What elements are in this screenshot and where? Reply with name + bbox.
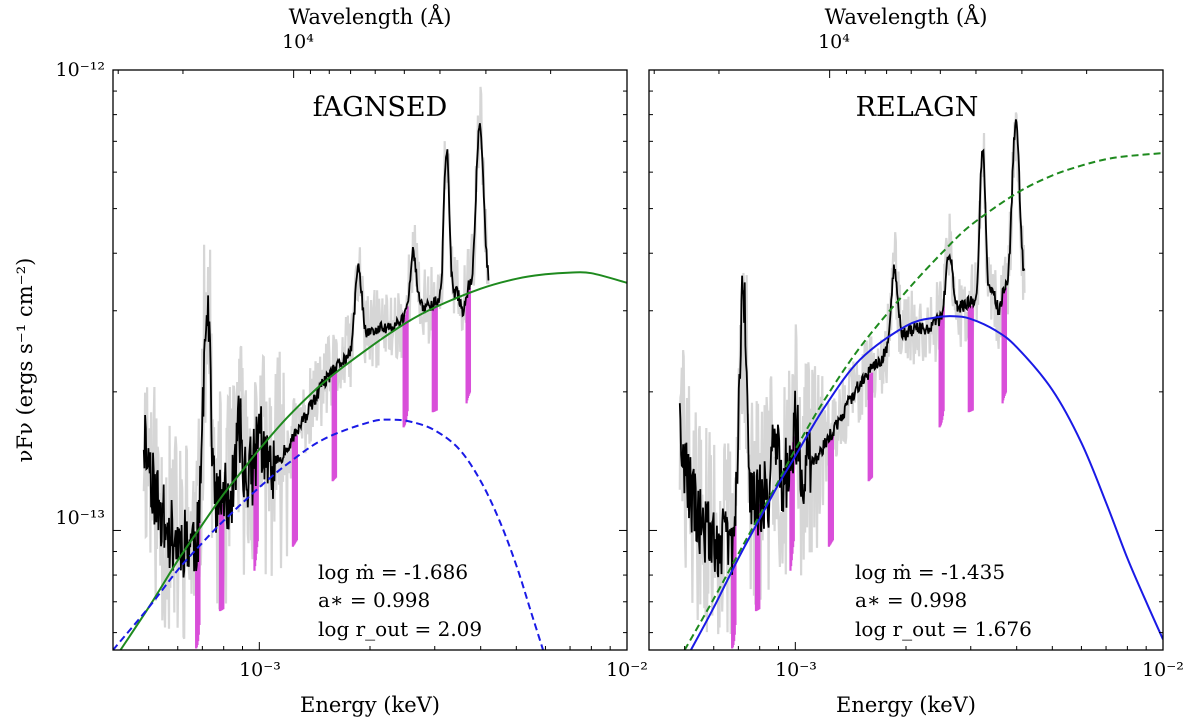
smoothed-spectrum-black [678,119,1026,578]
models-left [113,271,627,650]
ytick-mid-left: 10⁻¹³ [56,507,105,529]
panel-relagn: RELAGN log ṁ = -1.435 a∗ = 0.998 log r_o… [648,4,1184,717]
xtick-1-left: 10⁻³ [239,659,281,681]
top-axis-label-left: Wavelength (Å) [289,4,452,29]
x-axis-label-right: Energy (keV) [836,693,976,717]
model-curve-green-solid-0 [119,271,627,650]
y-axis-label: νFν (ergs s⁻¹ cm⁻²) [13,258,37,463]
model-curve-blue-dashed-0 [113,418,545,650]
panel-fagnsed: fAGNSED log ṁ = -1.686 a∗ = 0.998 log r_… [56,4,648,717]
annotation-spin-left: a∗ = 0.998 [318,588,430,612]
smoothed-spectrum-black [142,123,490,578]
top-tick-label-left: 10⁴ [282,31,314,53]
annotation-mdot-left: log ṁ = -1.686 [318,560,468,584]
ytick-top-left: 10⁻¹² [56,59,105,81]
panel-title-left: fAGNSED [313,92,448,123]
annotation-rout-left: log r_out = 2.09 [318,617,482,641]
panel-title-right: RELAGN [856,92,979,123]
annotation-spin-right: a∗ = 0.998 [855,588,967,612]
x-axis-label-left: Energy (keV) [300,693,440,717]
annotation-rout-right: log r_out = 1.676 [855,617,1032,641]
xtick-1-right: 10⁻³ [775,659,817,681]
xtick-2-left: 10⁻² [606,659,648,681]
ticks-left [112,69,628,650]
xtick-2-right: 10⁻² [1142,659,1184,681]
top-axis-label-right: Wavelength (Å) [825,4,988,29]
model-curve-green-dashed-1 [683,152,1163,650]
top-tick-label-right: 10⁴ [818,31,850,53]
models-right [683,152,1163,650]
ticks-right [648,69,1164,650]
model-curve-blue-solid-1 [690,315,1163,650]
annotation-mdot-right: log ṁ = -1.435 [855,560,1005,584]
